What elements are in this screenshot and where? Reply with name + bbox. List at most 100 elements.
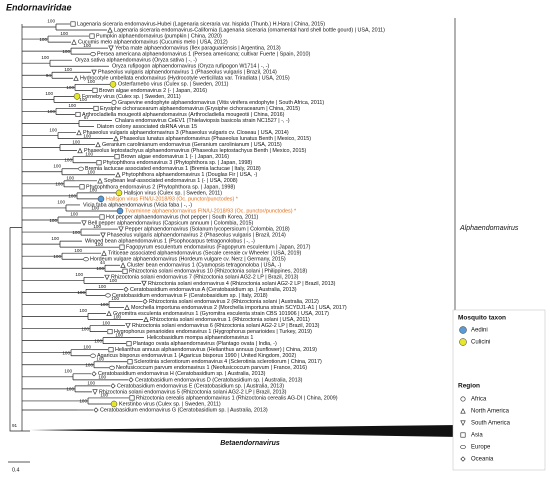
clade-label: Alphaendornavirus [459, 225, 519, 232]
leaf-label: Phytophthora alphaendornavirus 1 (Dougla… [122, 172, 258, 178]
region-marker [107, 27, 113, 33]
region-marker [124, 304, 130, 310]
region-marker [114, 154, 120, 160]
support-value: 100 [89, 188, 97, 193]
region-marker [108, 347, 114, 353]
legend-label: Asia [471, 433, 483, 439]
branch [22, 156, 74, 163]
legend-label: Africa [471, 397, 487, 403]
support-value: 100 [83, 133, 91, 138]
region-marker [70, 21, 76, 27]
leaf-label: Cluster bean endornavirus 1 (Cyamopsis t… [127, 263, 281, 269]
legend-swatch [459, 338, 467, 346]
region-marker [129, 395, 135, 401]
branch [22, 168, 63, 175]
leaf-label: Rhizoctonia solani endornavirus 6 (Rhizo… [132, 323, 320, 329]
leaf-label: Oryza rufipogon alphaendornavirus (Oryza… [112, 64, 269, 70]
leaf-label: Plantago ovata alphaendornavirus (Planta… [133, 341, 277, 347]
support-value: 100 [98, 375, 106, 380]
region-marker [77, 147, 83, 154]
region-marker [460, 396, 466, 402]
region-marker [97, 177, 103, 184]
branch [22, 192, 78, 199]
support-value: 100 [91, 206, 99, 211]
leaf-label: Helianthus annuus alphaendornavirus (Hel… [115, 347, 317, 353]
support-value: 100 [93, 224, 101, 229]
branch [22, 229, 82, 236]
taxon-marker [110, 400, 118, 408]
support-value: 100 [87, 381, 95, 386]
region-marker [110, 383, 116, 389]
branch [22, 325, 91, 332]
region-marker [113, 135, 119, 142]
support-value: 100 [113, 314, 121, 319]
leaf-label: Gyromitra esculenta endornavirus 1 (Gyro… [113, 311, 329, 317]
region-marker [119, 244, 125, 250]
region-marker [92, 389, 98, 395]
family-title: Endornaviridae [6, 2, 72, 12]
region-marker [105, 293, 111, 298]
leaf-label: Soybean leaf-associated endornavirus 1 (… [104, 178, 238, 184]
region-marker [460, 444, 466, 450]
leaf-label: Morchella importuna endornavirus 2 (Morc… [131, 305, 347, 311]
branch [22, 144, 61, 151]
support-value: 100 [102, 320, 110, 325]
legend-title: Region [458, 383, 480, 390]
leaf-label: Hordeum vulgare alphaendornavirus (Horde… [90, 257, 286, 263]
leaf-label: Phaseolus vulgaris alphaendornavirus 2 (… [107, 233, 286, 239]
region-marker [89, 33, 95, 39]
region-marker [101, 250, 107, 256]
branch [22, 180, 65, 187]
leaf-label: Bremia lactucae associated endornavirus … [85, 166, 261, 172]
branch [22, 108, 57, 115]
leaf-label: Cucumis melo alphaendornavirus (Cucumis … [78, 40, 228, 46]
support-value: 91 [12, 423, 18, 428]
branch [22, 373, 74, 380]
support-value: 100 [115, 332, 123, 337]
region-marker [76, 129, 82, 136]
leaf-label: Rhizoctonia solani endornavirus 5 (Rhizo… [99, 389, 287, 395]
leaf-label: Rhizoctonia solani endornavirus 7 (Rhizo… [111, 275, 299, 281]
leaf-label: Winged bean alphaendornavirus 1 (Psophoc… [85, 239, 255, 245]
support-value: 100 [66, 176, 74, 181]
branch [22, 204, 67, 211]
region-marker [143, 316, 149, 323]
region-marker [73, 75, 79, 81]
leaf-label: Oryza sativa alphaendornavirus (Oryza sa… [75, 58, 197, 64]
support-value: 100 [72, 139, 80, 144]
region-marker [128, 377, 134, 383]
region-marker [90, 52, 96, 57]
legend-swatch [459, 326, 467, 334]
taxon-marker [116, 207, 124, 215]
region-marker [93, 105, 99, 111]
legend-label: Culicini [471, 340, 490, 346]
leaf-label: Ceratobasidium endornavirus A (Ceratobas… [130, 287, 297, 293]
region-marker [104, 274, 110, 281]
region-marker [91, 69, 97, 76]
region-marker [122, 268, 128, 274]
support-value: 100 [79, 97, 87, 102]
branch [22, 48, 72, 55]
leaf-label: Rhizoctonia solani endornavirus 2 (Rhizo… [149, 299, 319, 305]
leaf-label: Phaseolus vulgaris alphaendornavirus 3 (… [83, 130, 289, 136]
region-marker [71, 39, 77, 45]
branch [22, 289, 87, 296]
leaf-label: Osterfarnebo virus (Culex sp. | Sweden, … [118, 82, 229, 88]
support-value: 100 [57, 200, 65, 205]
support-value: 100 [111, 296, 119, 301]
branch [22, 253, 63, 260]
branch [22, 241, 61, 248]
region-marker [115, 171, 121, 178]
support-value: 100 [70, 212, 78, 217]
region-marker [83, 257, 89, 262]
support-value: 100 [68, 103, 76, 108]
region-marker [78, 166, 84, 171]
branch [22, 313, 89, 320]
leaf-label: Arthrocladiella mougeotii alphaendornavi… [82, 112, 285, 118]
branch [22, 385, 76, 392]
leaf-label: Forneby virus (Culex sp. | Sweden, 2011) [82, 94, 181, 100]
leaf-label: Yerba mate alphaendornavirus (Ilex parag… [115, 46, 281, 52]
leaf-label: Rhizoctonia solani endornavirus 4 (Rhizo… [148, 281, 336, 287]
support-value: 100 [83, 43, 91, 48]
region-marker [91, 371, 97, 377]
